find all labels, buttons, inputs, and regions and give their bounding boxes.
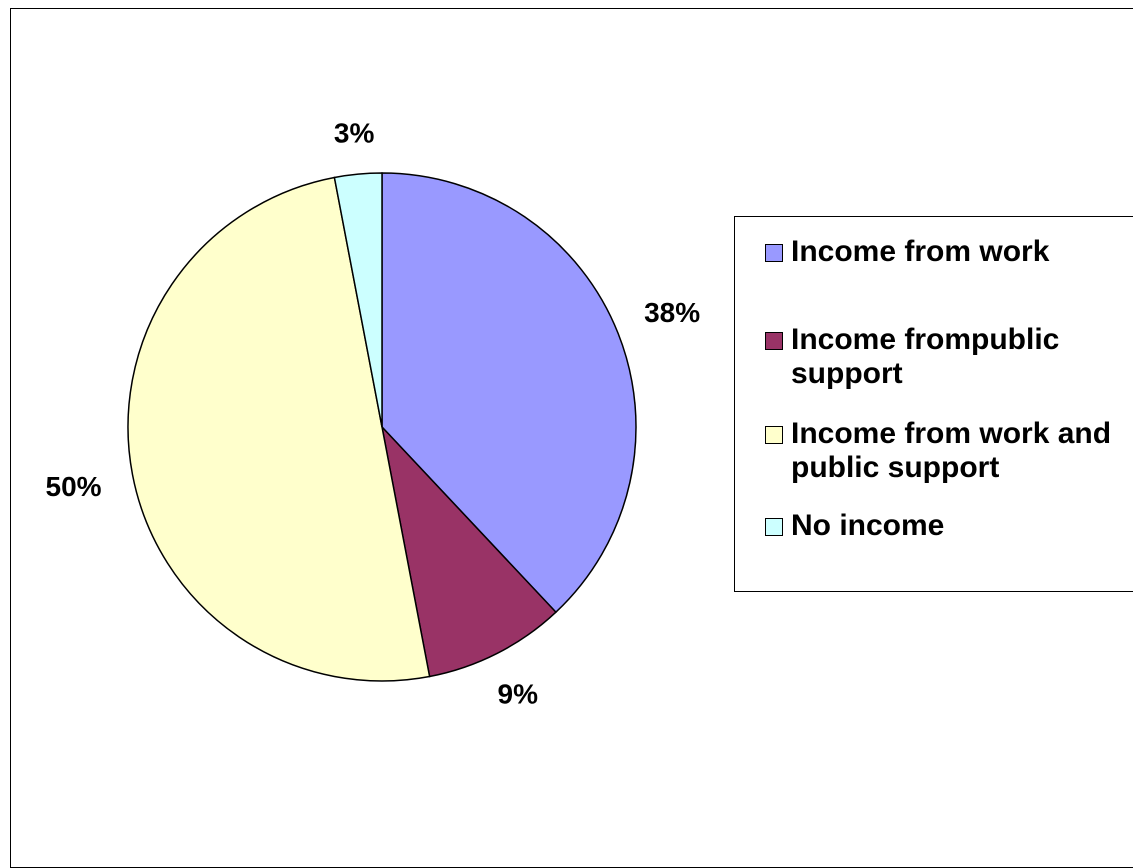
- legend-item-no-income: No income: [765, 509, 1131, 543]
- pie-slice-income-from-public-support: [380, 424, 557, 678]
- pie-slice-no-income: [333, 172, 383, 428]
- legend-item-income-from-work-and-public-support: Income from work and public support: [765, 417, 1131, 485]
- legend-item-income-from-work: Income from work: [765, 235, 1131, 269]
- pie-chart: 38% 9% 50% 3%: [46, 117, 701, 709]
- pie-slice-income-from-work: [381, 172, 637, 614]
- pie-slice-income-from-work-and-public-support: [127, 176, 431, 682]
- legend-swatch-income-from-work: [765, 244, 783, 262]
- data-label-income-from-public-support: 9%: [498, 678, 539, 709]
- legend-label: No income: [791, 509, 945, 542]
- legend-swatch-no-income: [765, 518, 783, 536]
- legend-swatch-income-from-public-support: [765, 332, 783, 350]
- legend-label: Income frompublic support: [791, 323, 1060, 390]
- legend: Income from work Income frompublic suppo…: [734, 216, 1133, 592]
- legend-label: Income from work and public support: [791, 417, 1112, 484]
- legend-label: Income from work: [791, 235, 1050, 268]
- legend-item-income-from-public-support: Income frompublic support: [765, 323, 1131, 391]
- data-label-income-from-work-and-public-support: 50%: [46, 471, 102, 502]
- data-label-income-from-work: 38%: [644, 297, 700, 328]
- data-label-no-income: 3%: [334, 117, 375, 148]
- legend-swatch-income-from-work-and-public-support: [765, 426, 783, 444]
